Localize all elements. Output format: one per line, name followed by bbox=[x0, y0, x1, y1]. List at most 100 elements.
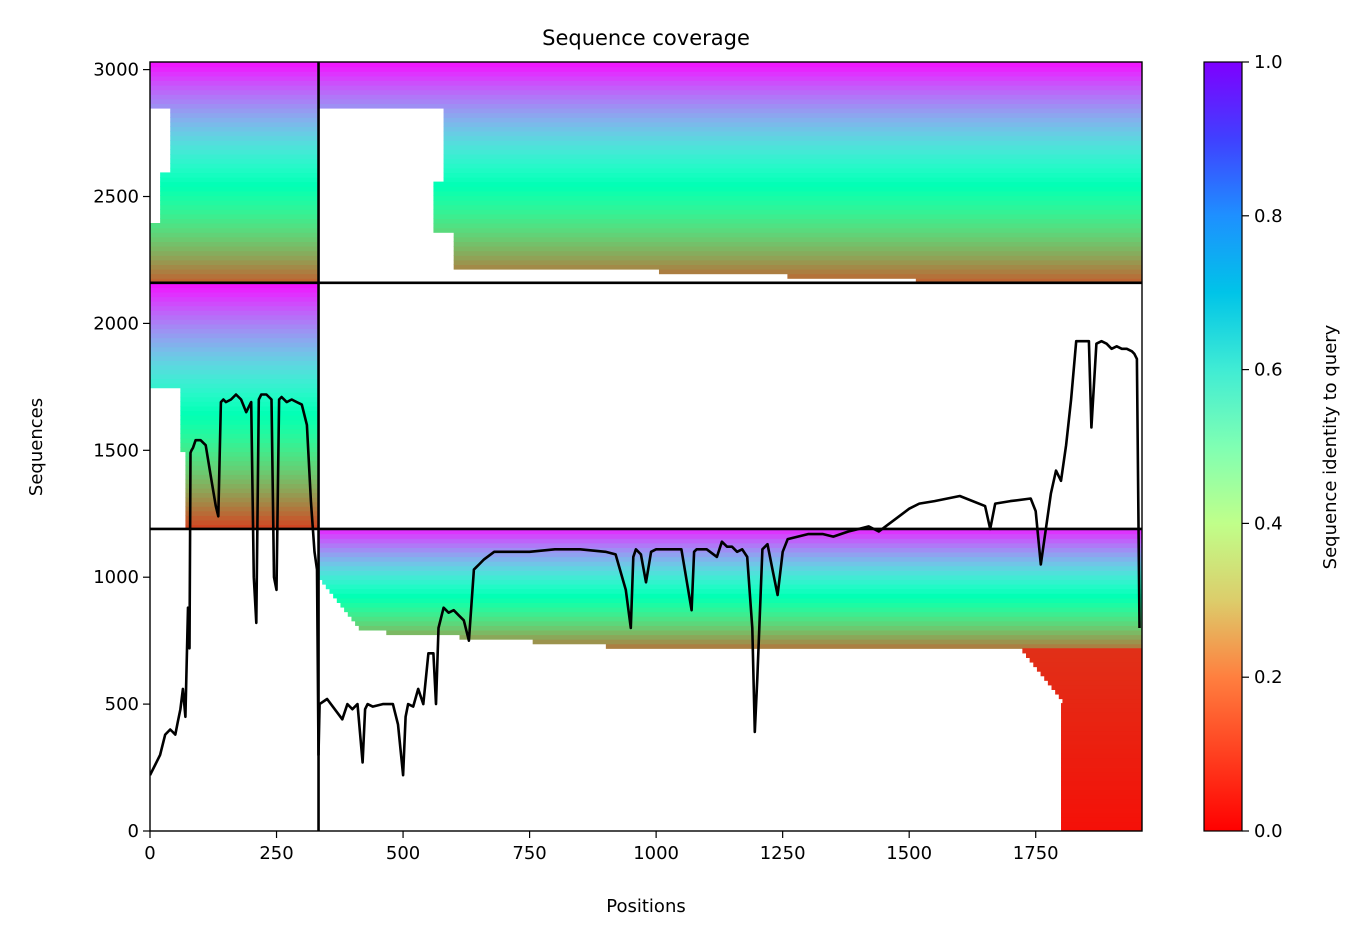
heatmap-band bbox=[150, 66, 319, 72]
heatmap-band bbox=[355, 620, 1142, 626]
heatmap-band bbox=[180, 396, 319, 402]
heatmap-band bbox=[1058, 693, 1142, 700]
heatmap-band bbox=[170, 108, 319, 114]
heatmap-band bbox=[150, 328, 319, 334]
heatmap-band bbox=[1040, 671, 1142, 677]
heatmap-band bbox=[443, 172, 1142, 178]
heatmap-band bbox=[150, 291, 319, 298]
heatmap-band bbox=[386, 629, 1142, 636]
x-tick-label: 1250 bbox=[760, 843, 806, 864]
heatmap-band bbox=[150, 98, 319, 105]
heatmap-band bbox=[150, 273, 319, 279]
heatmap-band bbox=[1061, 707, 1142, 713]
heatmap-band bbox=[333, 593, 1142, 599]
x-tick-label: 1750 bbox=[1013, 843, 1059, 864]
heatmap-band bbox=[1061, 739, 1142, 745]
heatmap-band bbox=[318, 533, 1142, 539]
heatmap-band bbox=[180, 415, 319, 421]
heatmap-band bbox=[180, 442, 319, 448]
heatmap-band bbox=[1029, 657, 1142, 663]
heatmap-band bbox=[433, 213, 1142, 220]
heatmap-band bbox=[170, 131, 319, 137]
heatmap-band bbox=[443, 140, 1142, 146]
heatmap-band bbox=[453, 264, 1142, 270]
heatmap-band bbox=[180, 437, 319, 443]
x-axis-ticks: 0 250 500 750 1000 1250 1500 1750 bbox=[144, 831, 1059, 864]
y-axis-ticks: 0 500 1000 1500 2000 2500 3000 bbox=[93, 60, 150, 842]
heatmap-band bbox=[150, 342, 319, 348]
heatmap-band bbox=[318, 80, 1142, 86]
heatmap-band bbox=[1061, 703, 1142, 709]
heatmap-band bbox=[433, 204, 1142, 210]
heatmap-band bbox=[150, 89, 319, 95]
segment-boundaries bbox=[150, 62, 1142, 831]
heatmap-band bbox=[322, 579, 1142, 585]
heatmap-band bbox=[160, 172, 319, 178]
heatmap-band bbox=[329, 588, 1142, 594]
heatmap-band bbox=[443, 135, 1142, 141]
heatmap-band bbox=[180, 424, 319, 430]
heatmap-band bbox=[443, 144, 1142, 151]
heatmap-band bbox=[453, 236, 1142, 243]
heatmap-band bbox=[150, 75, 319, 82]
heatmap-band bbox=[1062, 698, 1142, 704]
heatmap-band bbox=[1061, 789, 1142, 796]
colorbar-label: Sequence identity to query bbox=[1320, 324, 1341, 569]
x-tick-label: 750 bbox=[512, 843, 546, 864]
heatmap-band bbox=[150, 259, 319, 266]
heatmap-band bbox=[443, 108, 1142, 114]
heatmap-band bbox=[150, 287, 319, 293]
heatmap-band bbox=[433, 218, 1142, 224]
heatmap-band bbox=[150, 373, 319, 380]
colorbar-tick-label: 0.6 bbox=[1254, 360, 1283, 381]
heatmap-band bbox=[150, 85, 319, 91]
heatmap-band bbox=[1061, 757, 1142, 764]
x-tick-label: 250 bbox=[259, 843, 293, 864]
heatmap-band bbox=[150, 360, 319, 366]
colorbar bbox=[1203, 61, 1243, 832]
heatmap-band bbox=[433, 186, 1142, 192]
heatmap-band bbox=[1061, 762, 1142, 768]
x-axis-label: Positions bbox=[606, 896, 685, 917]
heatmap-band bbox=[318, 75, 1142, 82]
heatmap-band bbox=[150, 332, 319, 339]
heatmap-band bbox=[1061, 748, 1142, 754]
heatmap-band bbox=[318, 89, 1142, 95]
heatmap-band bbox=[170, 149, 319, 155]
heatmap-band bbox=[170, 167, 319, 174]
heatmap-band bbox=[160, 209, 319, 215]
heatmap-band bbox=[1055, 689, 1142, 695]
x-tick-label: 0 bbox=[144, 843, 155, 864]
heatmap-band bbox=[150, 346, 319, 352]
heatmap-band bbox=[180, 410, 319, 416]
heatmap-band bbox=[150, 250, 319, 256]
heatmap-band bbox=[150, 241, 319, 247]
heatmap-band bbox=[318, 71, 1142, 77]
heatmap-band bbox=[318, 528, 1142, 535]
heatmap-band bbox=[453, 259, 1142, 266]
heatmap-band bbox=[150, 319, 319, 325]
chart-title: Sequence coverage bbox=[542, 26, 750, 50]
heatmap-band bbox=[344, 606, 1142, 613]
heatmap-band bbox=[1061, 771, 1142, 777]
heatmap-band bbox=[459, 634, 1142, 640]
heatmap-band bbox=[150, 223, 319, 229]
colorbar-tick-label: 0.0 bbox=[1254, 821, 1283, 842]
heatmap-band bbox=[443, 158, 1142, 164]
heatmap-band bbox=[150, 232, 319, 238]
heatmap-band bbox=[1061, 803, 1142, 809]
y-tick-label: 500 bbox=[105, 694, 139, 715]
heatmap-band bbox=[787, 273, 1142, 279]
colorbar-tick-label: 1.0 bbox=[1254, 52, 1283, 73]
y-tick-label: 2500 bbox=[93, 187, 139, 208]
heatmap-band bbox=[318, 103, 1142, 109]
heatmap-band bbox=[1061, 808, 1142, 814]
y-tick-label: 2000 bbox=[93, 313, 139, 334]
heatmap-band bbox=[658, 269, 1142, 275]
heatmap-band bbox=[160, 190, 319, 197]
y-tick-label: 1500 bbox=[93, 440, 139, 461]
heatmap-band bbox=[170, 117, 319, 123]
heatmap-band bbox=[318, 85, 1142, 91]
heatmap-band bbox=[160, 186, 319, 192]
coverage-line bbox=[150, 339, 1141, 777]
